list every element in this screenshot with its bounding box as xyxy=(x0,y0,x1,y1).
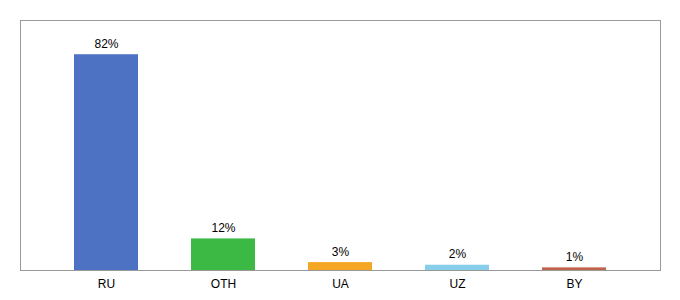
svg-text:1%: 1% xyxy=(566,250,584,264)
svg-text:UZ: UZ xyxy=(450,277,466,291)
svg-text:3%: 3% xyxy=(332,245,350,259)
svg-text:BY: BY xyxy=(566,277,582,291)
svg-text:12%: 12% xyxy=(211,221,235,235)
svg-text:OTH: OTH xyxy=(211,277,236,291)
svg-text:82%: 82% xyxy=(94,37,118,51)
svg-text:UA: UA xyxy=(332,277,349,291)
svg-text:2%: 2% xyxy=(449,247,467,261)
svg-text:RU: RU xyxy=(98,277,115,291)
